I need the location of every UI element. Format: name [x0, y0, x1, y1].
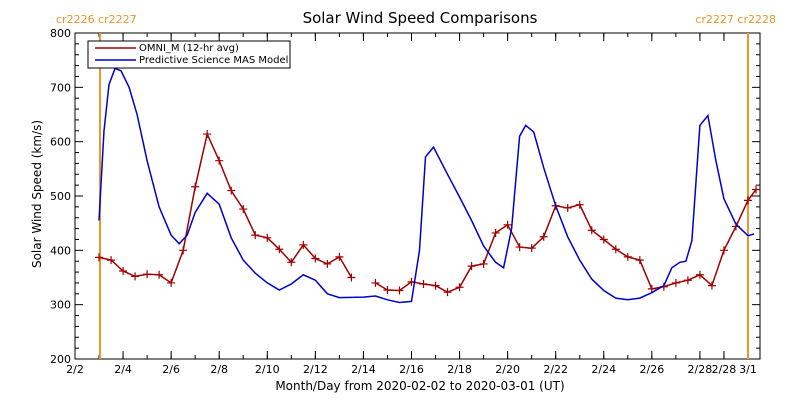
data-point	[251, 231, 260, 240]
data-point	[131, 272, 140, 281]
legend-label-mas: Predictive Science MAS Model	[139, 55, 288, 66]
data-point	[503, 220, 512, 229]
data-point	[155, 270, 164, 279]
data-point	[431, 281, 440, 290]
x-tick-label: 2/14	[351, 363, 376, 376]
data-point	[479, 259, 488, 268]
data-point	[95, 253, 104, 262]
data-point	[751, 185, 760, 194]
data-point	[263, 233, 272, 242]
x-tick-label: 2/28	[688, 363, 713, 376]
x-tick-label: 2/22	[543, 363, 568, 376]
data-point	[719, 246, 728, 255]
data-point	[515, 243, 524, 252]
data-point	[647, 284, 656, 293]
data-point	[335, 252, 344, 261]
data-point	[287, 258, 296, 267]
data-point	[347, 273, 356, 282]
x-tick-label: 2/16	[399, 363, 424, 376]
data-point	[623, 252, 632, 261]
data-point	[167, 278, 176, 287]
data-point	[191, 182, 200, 191]
data-point	[539, 232, 548, 241]
data-point	[227, 186, 236, 195]
series-line-1	[98, 67, 755, 304]
data-point	[443, 288, 452, 297]
data-point	[671, 278, 680, 287]
data-point	[119, 266, 128, 275]
data-point	[179, 246, 188, 255]
data-point	[383, 285, 392, 294]
data-point	[743, 196, 752, 205]
x-axis-label: Month/Day from 2020-02-02 to 2020-03-01 …	[275, 379, 564, 393]
x-tick-label: 2/26	[639, 363, 664, 376]
x-tick-label: 2/28	[712, 363, 737, 376]
data-point	[299, 240, 308, 249]
data-point	[527, 244, 536, 253]
y-tick-label: 600	[50, 136, 71, 149]
data-point	[311, 254, 320, 263]
data-point	[707, 281, 716, 290]
data-point	[419, 280, 428, 289]
x-tick-label: 2/12	[303, 363, 328, 376]
x-tick-label: 2/10	[255, 363, 280, 376]
y-tick-label: 400	[50, 244, 71, 257]
data-point	[611, 245, 620, 254]
y-axis-label: Solar Wind Speed (km/s)	[30, 120, 44, 268]
data-point	[467, 262, 476, 271]
data-point	[203, 130, 212, 139]
x-tick-label: 2/18	[447, 363, 472, 376]
chart-title: Solar Wind Speed Comparisons	[303, 9, 538, 27]
y-tick-label: 800	[50, 27, 71, 40]
data-point	[323, 259, 332, 268]
data-point	[599, 235, 608, 244]
data-point	[215, 156, 224, 165]
data-point	[683, 276, 692, 285]
rotation-label-0: cr2226 cr2227	[56, 13, 137, 26]
series-line-0	[98, 131, 757, 294]
x-tick-label: 2/4	[114, 363, 132, 376]
data-point	[143, 270, 152, 279]
x-tick-label: 2/24	[591, 363, 616, 376]
data-point	[695, 270, 704, 279]
x-tick-label: 2/6	[162, 363, 180, 376]
data-point	[575, 200, 584, 209]
data-point	[239, 205, 248, 214]
y-tick-label: 500	[50, 190, 71, 203]
data-point	[371, 278, 380, 287]
rotation-label-1: cr2227 cr2228	[695, 13, 776, 26]
legend-label-omni: OMNI_M (12-hr avg)	[139, 43, 239, 54]
data-point	[635, 256, 644, 265]
data-point	[107, 256, 116, 265]
data-point	[491, 228, 500, 237]
y-tick-label: 300	[50, 299, 71, 312]
x-tick-label: 2/8	[210, 363, 228, 376]
legend-box	[87, 40, 291, 69]
data-point	[275, 245, 284, 254]
plot-frame	[74, 32, 761, 360]
y-tick-label: 700	[50, 81, 71, 94]
y-tick-label: 200	[50, 353, 71, 366]
plot-area: 200 300 400 500 600 700 800 2/2 2/4 2/6 2/8 2/10 2/1…	[50, 13, 776, 376]
x-tick-label: 2/20	[495, 363, 520, 376]
x-tick-label: 3/1	[739, 363, 757, 376]
data-point	[455, 283, 464, 292]
legend: OMNI_M (12-hr avg) Predictive Science MA…	[87, 40, 291, 69]
x-tick-label: 2/2	[66, 363, 84, 376]
data-point	[587, 226, 596, 235]
data-point	[395, 286, 404, 295]
data-point	[563, 203, 572, 212]
